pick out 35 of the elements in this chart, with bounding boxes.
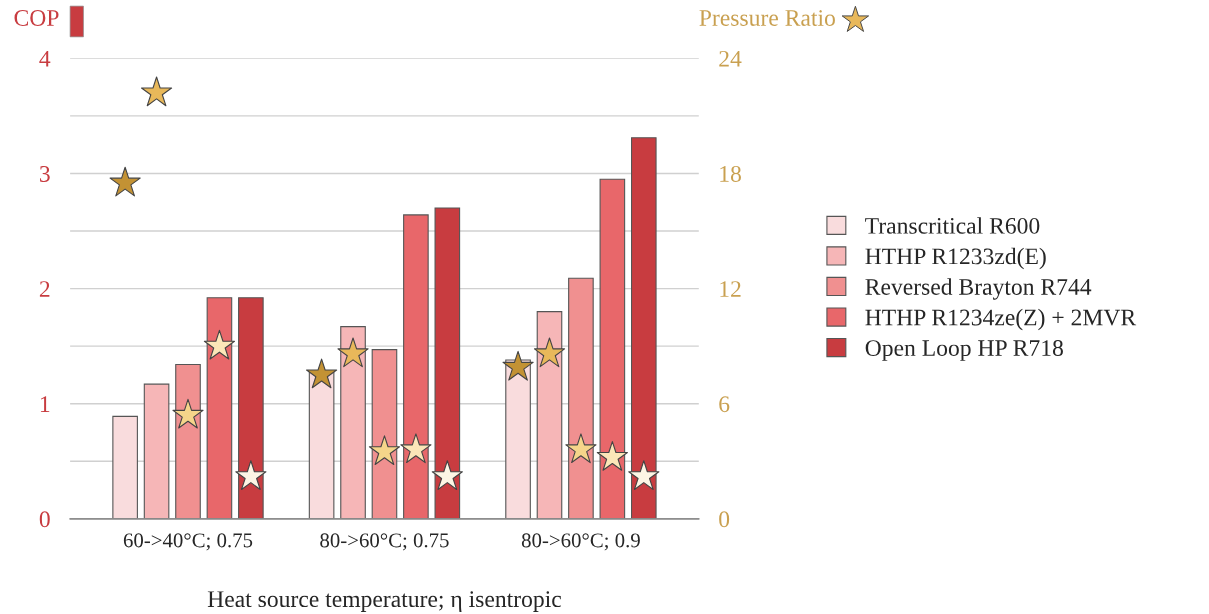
legend-label: Reversed Brayton R744 [865,278,1092,300]
bar [630,137,657,519]
bar [505,359,531,519]
bar [434,207,461,519]
bar [143,383,170,519]
legend-label: HTHP R1233zd(E) [865,247,1046,270]
y-tick-label: 4 [39,50,51,67]
y-tick-label: 1 [40,396,50,412]
bar [308,370,335,519]
y-tick-label: 0 [39,511,50,528]
legend-label: Transcritical R600 [865,217,1040,234]
x-axis-title: Heat source temperature; η isentropic [207,591,562,612]
x-tick-label: 80->60°C; 0.75 [320,533,449,551]
y2-tick-label: 24 [719,50,742,67]
y2-tick-label: 18 [720,165,741,182]
legend-label: HTHP R1234ze(Z) + 2MVR [865,308,1137,331]
legend-label: Open Loop HP R718 [865,340,1063,361]
bar [175,364,201,519]
bar [599,178,626,519]
bar [206,297,233,519]
x-tick-label: 60->40°C; 0.75 [123,533,253,551]
y2-tick-label: 12 [720,281,741,297]
x-tick-label: 80->60°C; 0.9 [521,533,640,551]
y-axis-title: COP [14,10,59,26]
y2-tick-label: 6 [719,396,730,413]
bar [340,326,366,519]
bar [112,415,138,519]
y2-axis-title: Pressure Ratio [699,10,835,26]
y-tick-label: 3 [40,166,50,182]
bar [536,311,563,519]
bar [568,277,594,519]
y-tick-label: 2 [39,281,50,297]
bar [238,297,264,519]
bar [403,214,429,519]
y2-tick-label: 0 [719,511,730,528]
